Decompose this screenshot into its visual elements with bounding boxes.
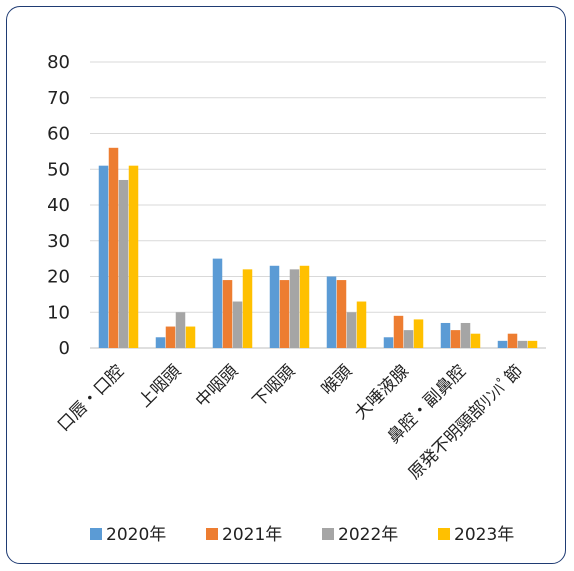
bar (212, 258, 223, 348)
x-tick-label: 下咽頭 (249, 361, 299, 411)
bar (497, 340, 508, 348)
bar (242, 269, 253, 348)
bar (165, 326, 176, 348)
y-axis-ticks: 0 10 20 30 40 50 60 70 80 (47, 52, 70, 359)
bar (299, 265, 310, 348)
legend-swatch (322, 528, 334, 540)
bar (440, 322, 451, 348)
bar (175, 312, 186, 348)
bar (470, 333, 481, 348)
x-tick-label: 上咽頭 (135, 361, 185, 411)
bar (356, 301, 367, 348)
legend-swatch (206, 528, 218, 540)
bar (393, 315, 404, 348)
y-tick-label: 30 (47, 231, 70, 252)
bar (118, 179, 129, 348)
bar (336, 280, 347, 348)
legend-label: 2020年 (106, 525, 166, 545)
bar (413, 319, 424, 348)
y-tick-label: 10 (47, 302, 70, 323)
bar (269, 265, 280, 348)
legend-swatch (90, 528, 102, 540)
bar (450, 330, 461, 348)
bar (98, 165, 109, 348)
x-tick-label: 中咽頭 (192, 361, 242, 411)
bar (507, 333, 518, 348)
y-tick-label: 80 (47, 52, 70, 73)
legend-label: 2021年 (222, 525, 282, 545)
bar (108, 147, 119, 348)
bar (517, 340, 528, 348)
bar (289, 269, 300, 348)
bar (527, 340, 538, 348)
bar (279, 280, 290, 348)
bar (185, 326, 196, 348)
bars (98, 147, 538, 348)
x-tick-label: 原発不明頸部ﾘﾝﾊﾟ節 (405, 361, 527, 483)
bar (222, 280, 233, 348)
bar (346, 312, 357, 348)
legend: 2020年 2021年 2022年 2023年 (90, 525, 514, 545)
bar (383, 337, 394, 348)
y-tick-label: 20 (47, 267, 70, 288)
y-tick-label: 70 (47, 88, 70, 109)
legend-swatch (438, 528, 450, 540)
legend-label: 2023年 (454, 525, 514, 545)
x-tick-label: 喉頭 (318, 361, 356, 399)
x-tick-label: 口唇・口腔 (54, 361, 128, 435)
bar (155, 337, 166, 348)
bar (128, 165, 139, 348)
bar (232, 301, 243, 348)
y-tick-label: 40 (47, 195, 70, 216)
bar (403, 330, 414, 348)
y-tick-label: 60 (47, 124, 70, 145)
gridlines (90, 61, 546, 349)
y-tick-label: 0 (59, 338, 70, 359)
y-tick-label: 50 (47, 159, 70, 180)
bar (326, 276, 337, 348)
bar (460, 322, 471, 348)
legend-label: 2022年 (338, 525, 398, 545)
